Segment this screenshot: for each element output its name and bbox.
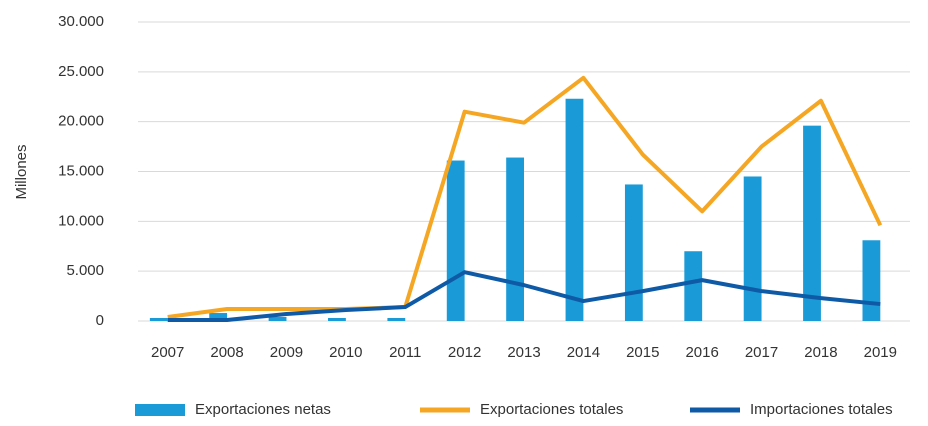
bar bbox=[149, 318, 168, 321]
bar bbox=[446, 160, 465, 321]
y-tick-label: 5.000 bbox=[66, 262, 104, 279]
x-tick-label: 2007 bbox=[151, 344, 184, 361]
bar bbox=[803, 125, 821, 321]
y-tick-label: 0 bbox=[96, 312, 104, 329]
line bbox=[167, 75, 883, 319]
x-tick-label: 2018 bbox=[804, 344, 837, 361]
x-tick-label: 2015 bbox=[626, 344, 659, 361]
legend-swatch bbox=[135, 404, 185, 416]
bar bbox=[743, 176, 762, 321]
y-tick-label: 10.000 bbox=[58, 212, 104, 229]
bar bbox=[624, 184, 643, 321]
y-tick-label: 25.000 bbox=[58, 63, 104, 80]
bar bbox=[506, 157, 524, 321]
x-tick-label: 2012 bbox=[448, 344, 481, 361]
y-tick-label: 30.000 bbox=[58, 13, 104, 30]
x-tick-label: 2011 bbox=[389, 344, 421, 361]
x-tick-label: 2014 bbox=[567, 344, 600, 361]
legend-label: Importaciones totales bbox=[750, 401, 893, 418]
bar bbox=[209, 313, 228, 321]
bar bbox=[387, 318, 406, 321]
bar bbox=[565, 98, 584, 321]
bar bbox=[328, 318, 346, 321]
x-tick-label: 2009 bbox=[270, 344, 303, 361]
x-tick-label: 2017 bbox=[745, 344, 778, 361]
legend-label: Exportaciones netas bbox=[195, 401, 331, 418]
bar bbox=[862, 240, 881, 321]
legend-label: Exportaciones totales bbox=[480, 401, 623, 418]
bar bbox=[268, 317, 287, 321]
x-tick-label: 2008 bbox=[210, 344, 243, 361]
x-tick-label: 2013 bbox=[507, 344, 540, 361]
bar bbox=[684, 251, 703, 321]
line bbox=[167, 270, 881, 323]
y-tick-label: 15.000 bbox=[58, 162, 104, 179]
x-tick-label: 2016 bbox=[685, 344, 718, 361]
x-tick-label: 2019 bbox=[864, 344, 897, 361]
x-tick-label: 2010 bbox=[329, 344, 362, 361]
y-axis-label: Millones bbox=[13, 144, 30, 199]
y-tick-label: 20.000 bbox=[58, 113, 104, 130]
